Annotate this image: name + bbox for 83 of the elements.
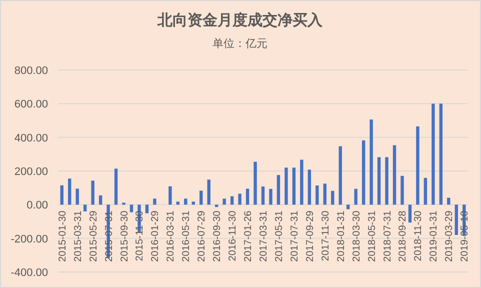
bar	[377, 157, 381, 205]
x-tick-label: 2016-05-31	[181, 210, 192, 262]
bar	[98, 195, 102, 205]
x-tick-label: 2019-01-31	[428, 210, 440, 262]
x-tick-label: 2015-03-31	[72, 210, 84, 262]
x-tick-label: 2019-05-10	[460, 210, 471, 262]
bar	[362, 140, 366, 205]
x-tick-label: 2017-11-30	[320, 210, 332, 262]
chart-subtitle: 单位：亿元	[212, 37, 268, 50]
bar	[91, 180, 94, 205]
x-tick-label: 2018-05-31	[366, 210, 378, 262]
bar	[222, 198, 226, 205]
x-tick-label: 2018-11-30	[413, 210, 424, 262]
bar	[207, 180, 210, 205]
x-tick-label: 2016-11-30	[228, 210, 239, 262]
bar	[300, 160, 304, 205]
bar	[292, 168, 296, 205]
x-tick-label: 2018-09-28	[398, 210, 409, 262]
bar	[400, 176, 404, 205]
x-tick-label: 2017-07-31	[289, 210, 300, 262]
bar	[316, 185, 319, 205]
bar	[60, 185, 64, 205]
x-tick-label: 2016-09-30	[212, 210, 224, 262]
x-tick-label: 2015-11-30	[134, 210, 146, 262]
bar	[261, 186, 265, 205]
bar	[83, 204, 87, 212]
x-tick-label: 2018-03-30	[351, 210, 362, 262]
y-tick-label: 600.00	[14, 98, 48, 111]
y-tick-label: 800.00	[14, 65, 48, 77]
bar	[238, 194, 242, 205]
bar	[416, 126, 420, 205]
x-tick-label: 2018-07-31	[382, 210, 394, 262]
bar	[214, 204, 218, 208]
chart-title: 北向资金月度成交净买入	[156, 11, 324, 29]
y-tick-label: 400.00	[14, 132, 48, 144]
bar	[284, 168, 288, 205]
bar	[454, 204, 458, 235]
x-tick-label: 2015-07-31	[104, 210, 115, 262]
bar	[76, 188, 79, 205]
bar	[385, 157, 388, 205]
x-tick-label: 2015-09-30	[119, 210, 130, 262]
bar	[145, 204, 149, 214]
bar	[331, 190, 334, 205]
bar	[408, 204, 412, 223]
x-tick-label: 2015-01-30	[57, 210, 68, 262]
bar	[392, 145, 396, 205]
bar	[424, 178, 428, 205]
x-tick-label: 2017-09-29	[304, 210, 316, 262]
bar	[439, 104, 443, 205]
bar	[114, 168, 118, 205]
x-tick-label: 2016-03-31	[166, 210, 177, 262]
bar	[354, 188, 358, 205]
bar	[68, 178, 72, 205]
y-tick-label: -400.00	[10, 267, 48, 279]
bar	[346, 204, 350, 210]
bar	[432, 104, 435, 205]
x-tick-label: 2015-05-29	[88, 210, 100, 262]
y-tick-label: 0.00	[26, 200, 48, 212]
bar	[192, 202, 195, 205]
bar	[276, 175, 280, 205]
x-tick-label: 2017-05-31	[274, 210, 285, 262]
x-tick-label: 2018-01-31	[336, 210, 347, 262]
bar	[184, 198, 188, 205]
bar	[153, 198, 156, 205]
bar	[200, 190, 203, 205]
x-tick-label: 2019-03-29	[444, 210, 456, 262]
bar	[246, 188, 250, 205]
bar	[168, 186, 172, 205]
x-tick-label: 2017-03-31	[258, 210, 270, 262]
bar	[254, 162, 257, 205]
bar	[323, 184, 326, 205]
bar	[130, 204, 134, 212]
x-tick-label: 2016-01-29	[150, 210, 162, 262]
bar	[338, 146, 342, 205]
bar	[370, 119, 373, 205]
x-tick-label: 2017-01-26	[243, 210, 254, 262]
y-tick-label: -200.00	[10, 233, 48, 246]
bar	[308, 170, 312, 205]
y-tick-label: 200.00	[14, 166, 48, 178]
bar	[269, 188, 272, 205]
bar	[176, 202, 180, 205]
bar	[447, 198, 450, 205]
x-tick-label: 2016-07-29	[196, 210, 208, 262]
